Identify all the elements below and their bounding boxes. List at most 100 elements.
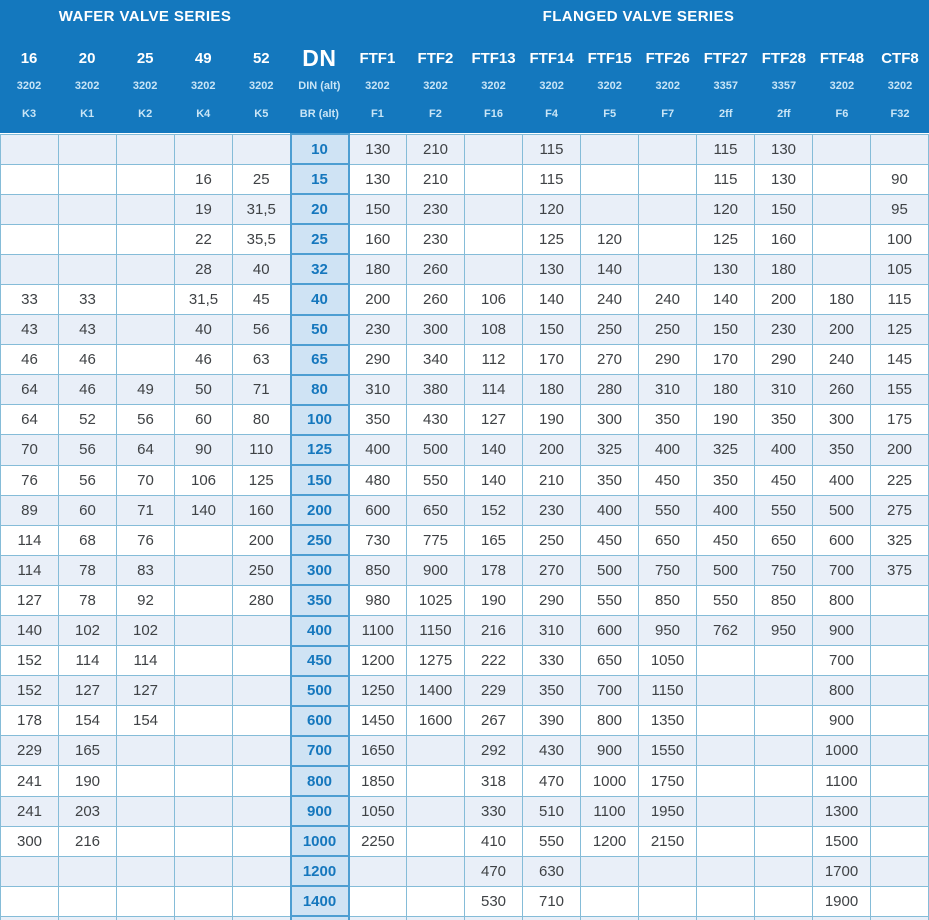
- dn-cell: 20: [289, 193, 350, 226]
- cell: 154: [116, 705, 175, 737]
- cell: [406, 915, 465, 920]
- cell: 210: [406, 163, 465, 195]
- cell: 1150: [406, 614, 465, 647]
- cell: 1200: [580, 825, 639, 857]
- column-header-label: 16: [20, 50, 38, 67]
- column-header-ftf2: FTF2 3202 F2: [406, 36, 464, 133]
- cell: 180: [754, 253, 813, 285]
- dn-cell: 350: [289, 584, 350, 617]
- cell: 56: [58, 434, 117, 466]
- dn-cell: 40: [289, 283, 350, 316]
- column-header-label: 25: [136, 50, 154, 67]
- cell: 350: [522, 675, 581, 707]
- cell: 550: [580, 584, 639, 617]
- table-row-dn-15: 16 25 15 130 210 115 115 130 90: [0, 163, 929, 196]
- cell: 310: [638, 374, 697, 406]
- cell: 600: [580, 614, 639, 647]
- cell: [812, 133, 871, 165]
- cell: [406, 825, 465, 857]
- dn-cell: 900: [289, 795, 350, 828]
- cell: 71: [232, 374, 291, 406]
- cell: 76: [0, 464, 59, 496]
- cell: 43: [58, 314, 117, 346]
- cell: 241: [0, 765, 59, 797]
- column-header-sublabel: 3202: [597, 80, 622, 92]
- cell: 200: [348, 283, 407, 316]
- cell: 76: [116, 524, 175, 556]
- dn-cell: 150: [289, 464, 350, 497]
- cell: 240: [580, 283, 639, 316]
- cell: [754, 915, 813, 920]
- cell: 200: [522, 434, 581, 466]
- cell: 1050: [638, 645, 697, 677]
- cell: 730: [348, 524, 407, 556]
- cell: 230: [406, 193, 465, 225]
- cell: 1550: [638, 735, 697, 767]
- cell: 180: [812, 283, 871, 316]
- cell: 64: [0, 404, 59, 436]
- cell: [580, 133, 639, 165]
- table-row-dn-80: 64 46 49 50 71 80 310 380 114 180 280 310 180 310 260 1…: [0, 373, 929, 406]
- cell: 1250: [348, 675, 407, 707]
- cell: [348, 885, 407, 917]
- column-header-label: FTF26: [645, 50, 690, 67]
- column-header-sublabel: 3202: [132, 80, 158, 92]
- cell: 152: [0, 675, 59, 707]
- cell: [174, 825, 233, 857]
- cell: 275: [870, 494, 929, 526]
- cell: [174, 705, 233, 737]
- cell: 1100: [580, 795, 639, 827]
- cell: 56: [232, 314, 291, 346]
- dn-cell: 32: [289, 253, 350, 286]
- cell: 470: [522, 765, 581, 797]
- cell: [232, 915, 291, 920]
- table-row-dn-200: 89 60 71 140 160 200 600 650 152 230 400 550 400 550 5…: [0, 494, 929, 527]
- table-row-dn-250: 114 68 76 200 250 730 775 165 250 450 650 450 650 600…: [0, 524, 929, 557]
- cell: 216: [58, 825, 117, 857]
- cell: 56: [58, 464, 117, 496]
- cell: [174, 524, 233, 556]
- cell: 229: [464, 675, 523, 707]
- cell: 46: [58, 344, 117, 376]
- cell: 64: [0, 374, 59, 406]
- cell: [870, 735, 929, 767]
- cell: 330: [522, 645, 581, 677]
- cell: [580, 163, 639, 195]
- cell: [580, 885, 639, 917]
- cell: 125: [522, 223, 581, 255]
- column-header-sublabel: 2ff: [777, 108, 791, 120]
- column-header-sublabel: F1: [370, 108, 384, 120]
- cell: [696, 885, 755, 917]
- cell: [870, 825, 929, 857]
- cell: 154: [58, 705, 117, 737]
- cell: [812, 253, 871, 285]
- cell: [174, 554, 233, 586]
- cell: [754, 705, 813, 737]
- cell: 550: [638, 494, 697, 526]
- cell: 210: [522, 464, 581, 496]
- cell: [696, 645, 755, 677]
- cell: 200: [812, 314, 871, 346]
- cell: 800: [812, 584, 871, 617]
- cell: 650: [406, 494, 465, 526]
- cell: 350: [348, 404, 407, 436]
- dn-cell: 65: [289, 343, 350, 376]
- cell: 1650: [348, 735, 407, 767]
- cell: 1500: [812, 825, 871, 857]
- table-row-dn-65: 46 46 46 63 65 290 340 112 170 270 290 170 290 240 145: [0, 343, 929, 376]
- dn-cell: 15: [289, 163, 350, 196]
- cell: 750: [754, 554, 813, 586]
- dn-cell: 80: [289, 373, 350, 406]
- cell: [870, 705, 929, 737]
- cell: 500: [580, 554, 639, 586]
- cell: 430: [522, 735, 581, 767]
- cell: 2250: [348, 825, 407, 857]
- cell: 300: [0, 825, 59, 857]
- table-row-dn-100: 64 52 56 60 80 100 350 430 127 190 300 350 190 350 300…: [0, 403, 929, 436]
- cell: 46: [58, 374, 117, 406]
- cell: [116, 795, 175, 827]
- cell: 775: [406, 524, 465, 556]
- cell: 89: [0, 494, 59, 526]
- cell: 1700: [812, 855, 871, 887]
- column-header-ftf48: FTF48 3202 F6: [813, 36, 871, 133]
